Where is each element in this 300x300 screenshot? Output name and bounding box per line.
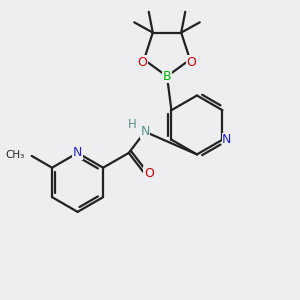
Text: CH₃: CH₃ bbox=[5, 150, 24, 160]
Text: O: O bbox=[144, 167, 154, 180]
Text: N: N bbox=[222, 133, 232, 146]
Text: N: N bbox=[73, 146, 82, 159]
Text: N: N bbox=[140, 125, 150, 138]
Text: O: O bbox=[187, 56, 196, 69]
Text: H: H bbox=[128, 118, 137, 131]
Text: O: O bbox=[138, 56, 148, 69]
Text: B: B bbox=[163, 70, 171, 83]
